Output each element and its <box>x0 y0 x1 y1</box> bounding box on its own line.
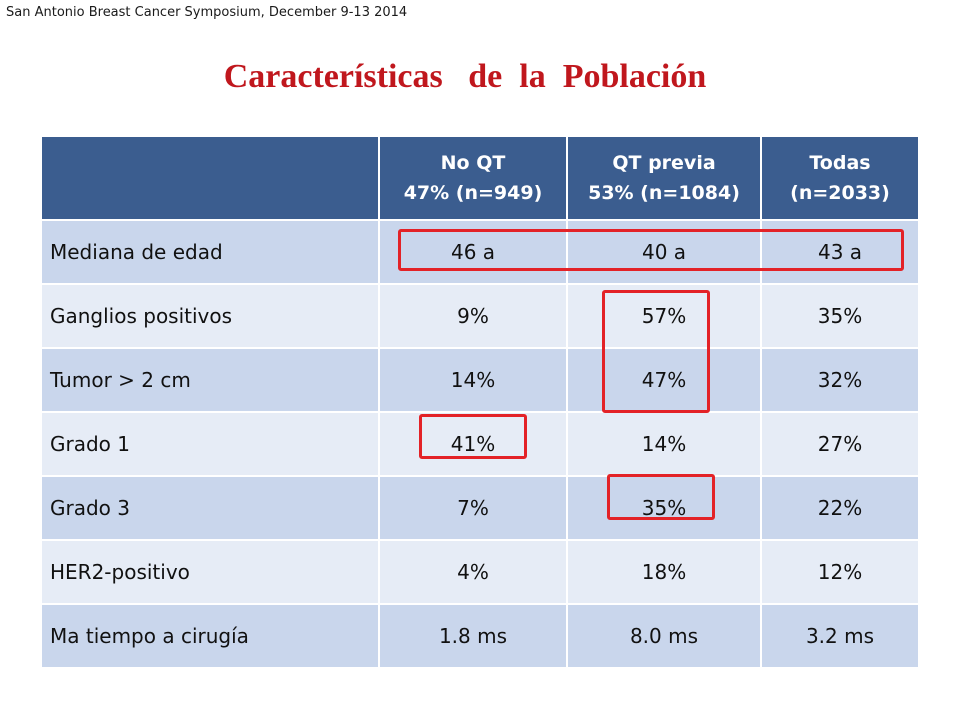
table-row: Grado 1 41% 14% 27% <box>42 411 918 476</box>
row-label: Tumor > 2 cm <box>42 347 380 412</box>
header-cell-empty <box>42 137 380 220</box>
table-cell: 18% <box>567 539 762 604</box>
table-row: HER2-positivo 4% 18% 12% <box>42 539 918 604</box>
table-cell: 46 a <box>379 219 568 284</box>
table-row: Tumor > 2 cm 14% 47% 32% <box>42 347 918 412</box>
row-label: Ganglios positivos <box>42 283 380 348</box>
table-cell: 41% <box>379 411 568 476</box>
header-sublabel: (n=2033) <box>790 182 890 204</box>
table-cell: 47% <box>567 347 762 412</box>
table-cell: 7% <box>379 475 568 540</box>
header-sublabel: 53% (n=1084) <box>588 182 740 204</box>
row-label: Ma tiempo a cirugía <box>42 603 380 667</box>
header-cell-no-qt: No QT 47% (n=949) <box>379 137 568 220</box>
table-cell: 22% <box>761 475 918 540</box>
table-cell: 14% <box>567 411 762 476</box>
table-cell: 27% <box>761 411 918 476</box>
table-header-row: No QT 47% (n=949) QT previa 53% (n=1084)… <box>42 137 918 220</box>
population-table: No QT 47% (n=949) QT previa 53% (n=1084)… <box>42 137 918 667</box>
header-label: Todas <box>809 152 871 174</box>
row-label: HER2-positivo <box>42 539 380 604</box>
table-row: Mediana de edad 46 a 40 a 43 a <box>42 219 918 284</box>
conference-note: San Antonio Breast Cancer Symposium, Dec… <box>6 5 408 20</box>
table-cell: 32% <box>761 347 918 412</box>
row-label: Mediana de edad <box>42 219 380 284</box>
table-cell: 4% <box>379 539 568 604</box>
table-cell: 43 a <box>761 219 918 284</box>
table-cell: 57% <box>567 283 762 348</box>
table-cell: 8.0 ms <box>567 603 762 667</box>
table-row: Grado 3 7% 35% 22% <box>42 475 918 540</box>
table-cell: 9% <box>379 283 568 348</box>
table-cell: 14% <box>379 347 568 412</box>
row-label: Grado 1 <box>42 411 380 476</box>
table-row: Ganglios positivos 9% 57% 35% <box>42 283 918 348</box>
table-cell: 35% <box>761 283 918 348</box>
header-label: No QT <box>440 152 506 174</box>
table-cell: 12% <box>761 539 918 604</box>
table-cell: 40 a <box>567 219 762 284</box>
table-row: Ma tiempo a cirugía 1.8 ms 8.0 ms 3.2 ms <box>42 603 918 667</box>
header-cell-qt-previa: QT previa 53% (n=1084) <box>567 137 762 220</box>
table-cell: 1.8 ms <box>379 603 568 667</box>
header-sublabel: 47% (n=949) <box>403 182 543 204</box>
table-cell: 3.2 ms <box>761 603 918 667</box>
header-label: QT previa <box>612 152 716 174</box>
header-cell-todas: Todas (n=2033) <box>761 137 918 220</box>
slide-title: Características de la Población <box>223 58 707 95</box>
table-cell: 35% <box>567 475 762 540</box>
row-label: Grado 3 <box>42 475 380 540</box>
